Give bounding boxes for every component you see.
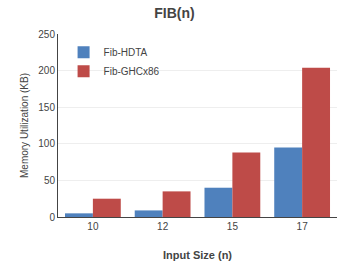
svg-text:FIB(n): FIB(n) — [154, 5, 194, 21]
svg-text:10: 10 — [87, 221, 99, 232]
svg-text:Memory Utilization (KB): Memory Utilization (KB) — [19, 73, 30, 178]
svg-text:15: 15 — [227, 221, 239, 232]
svg-text:100: 100 — [38, 138, 55, 149]
svg-text:Fib-GHCx86: Fib-GHCx86 — [104, 66, 160, 77]
svg-text:200: 200 — [38, 65, 55, 76]
svg-text:0: 0 — [49, 212, 55, 223]
svg-text:17: 17 — [297, 221, 309, 232]
svg-text:250: 250 — [38, 29, 55, 40]
svg-text:12: 12 — [157, 221, 169, 232]
svg-text:150: 150 — [38, 102, 55, 113]
svg-text:Fib-HDTA: Fib-HDTA — [104, 47, 148, 58]
svg-text:50: 50 — [44, 175, 56, 186]
svg-text:Input Size (n): Input Size (n) — [163, 249, 232, 261]
